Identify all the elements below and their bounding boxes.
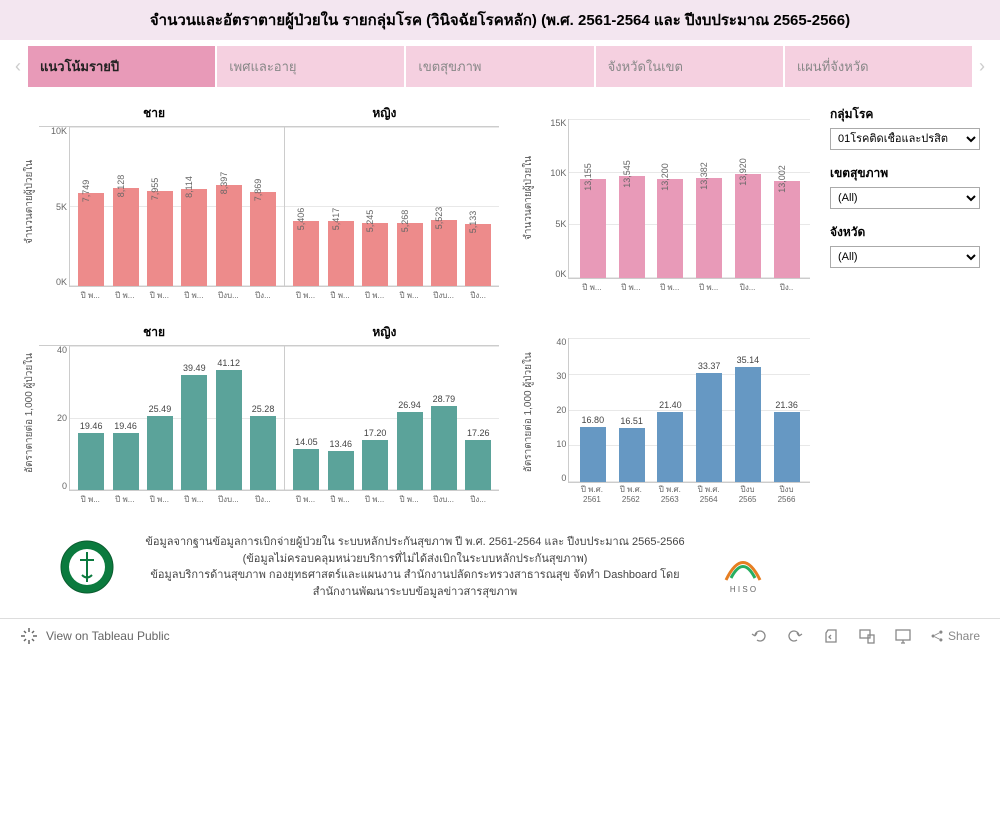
filter-zone-select[interactable]: (All) [830,187,980,209]
bar[interactable]: 21.36 [768,400,805,482]
bar[interactable]: 39.49 [178,363,210,490]
y-axis-label: จำนวนตายผู้ป่วยใน [20,101,39,302]
panel-header: หญิง [269,320,499,345]
bar[interactable]: 8,114 [178,189,210,286]
bar[interactable]: 8,128 [109,188,141,286]
page-title: จำนวนและอัตราตายผู้ป่วยใน รายกลุ่มโรค (ว… [0,0,1000,40]
chart-rate-total: อัตราตายต่อ 1,000 ผู้ป่วยใน 40302010016.… [519,320,810,506]
bar[interactable]: 13,155 [574,179,611,278]
filter-disease-label: กลุ่มโรค [830,105,980,124]
tab[interactable]: เพศและอายุ [217,46,404,87]
bar[interactable]: 7,869 [247,192,279,286]
y-axis-label: จำนวนตายผู้ป่วยใน [519,101,538,294]
filter-disease-select[interactable]: 01โรคติดเชื้อและปรสิต [830,128,980,150]
bar[interactable]: 28.79 [428,394,460,490]
moph-logo [60,540,114,594]
hiso-logo: H I S O [716,540,770,594]
bar[interactable]: 25.28 [247,404,279,490]
bar[interactable]: 17.26 [462,428,494,490]
chart-count-by-gender: จำนวนตายผู้ป่วยใน ชายหญิง10K5K0K7,7498,1… [20,101,499,302]
bar[interactable]: 13,200 [652,179,689,278]
chart-rate-by-gender: อัตราตายต่อ 1,000 ผู้ป่วยใน ชายหญิง40200… [20,320,499,506]
filter-province-label: จังหวัด [830,223,980,242]
reset-icon[interactable] [822,627,840,645]
panel-header: ชาย [39,320,269,345]
filter-zone-label: เขตสุขภาพ [830,164,980,183]
bar[interactable]: 5,245 [359,223,391,286]
tab[interactable]: แผนที่จังหวัด [785,46,972,87]
share-button[interactable]: Share [930,629,980,643]
bar[interactable]: 16.51 [613,416,650,482]
bar[interactable]: 13,920 [730,174,767,278]
tableau-view-link[interactable]: View on Tableau Public [20,627,170,645]
bar[interactable]: 13.46 [325,439,357,490]
footer-line2: (ข้อมูลไม่ครอบคลุมหน่วยบริการที่ไม่ได้ส่… [134,551,696,568]
y-axis-label: อัตราตายต่อ 1,000 ผู้ป่วยใน [20,320,39,506]
bar[interactable]: 16.80 [574,415,611,482]
bar[interactable]: 13,545 [613,176,650,278]
tabs-prev-arrow[interactable]: ‹ [8,52,28,82]
bar[interactable]: 5,268 [393,223,425,286]
bar[interactable]: 13,382 [691,178,728,278]
bar[interactable]: 7,955 [144,191,176,286]
footer-info: ข้อมูลจากฐานข้อมูลการเบิกจ่ายผู้ป่วยใน ร… [20,524,810,610]
share-icon [930,629,944,643]
footer-line3: ข้อมูลบริการด้านสุขภาพ กองยุทธศาสตร์และแ… [134,567,696,600]
svg-text:H I S O: H I S O [730,585,756,594]
presentation-icon[interactable] [894,627,912,645]
bar[interactable]: 19.46 [109,421,141,490]
bar[interactable]: 17.20 [359,428,391,490]
bar[interactable]: 14.05 [290,437,322,490]
bar[interactable]: 7,749 [75,193,107,286]
bar[interactable]: 13,002 [768,181,805,279]
tabs-next-arrow[interactable]: › [972,52,992,82]
tab[interactable]: จังหวัดในเขต [596,46,783,87]
bar[interactable]: 8,397 [213,185,245,286]
bar[interactable]: 5,133 [462,224,494,286]
chart-count-total: จำนวนตายผู้ป่วยใน 15K10K5K0K13,15513,545… [519,101,810,302]
panel-header: ชาย [39,101,269,126]
tableau-toolbar: View on Tableau Public Share [0,618,1000,653]
bar[interactable]: 33.37 [691,361,728,482]
tabs: แนวโน้มรายปีเพศและอายุเขตสุขภาพจังหวัดใน… [28,46,972,87]
footer-line1: ข้อมูลจากฐานข้อมูลการเบิกจ่ายผู้ป่วยใน ร… [134,534,696,551]
redo-icon[interactable] [786,627,804,645]
tableau-logo-icon [20,627,38,645]
tab[interactable]: แนวโน้มรายปี [28,46,215,87]
bar[interactable]: 5,417 [325,221,357,286]
bar[interactable]: 5,523 [428,220,460,286]
bar[interactable]: 5,406 [290,221,322,286]
bar[interactable]: 25.49 [144,404,176,490]
bar[interactable]: 41.12 [213,358,245,490]
bar[interactable]: 26.94 [393,400,425,490]
undo-icon[interactable] [750,627,768,645]
y-axis-label: อัตราตายต่อ 1,000 ผู้ป่วยใน [519,320,538,504]
device-icon[interactable] [858,627,876,645]
filter-province-select[interactable]: (All) [830,246,980,268]
bar[interactable]: 19.46 [75,421,107,490]
bar[interactable]: 21.40 [652,400,689,482]
tab[interactable]: เขตสุขภาพ [406,46,593,87]
bar[interactable]: 35.14 [730,355,767,482]
panel-header: หญิง [269,101,499,126]
